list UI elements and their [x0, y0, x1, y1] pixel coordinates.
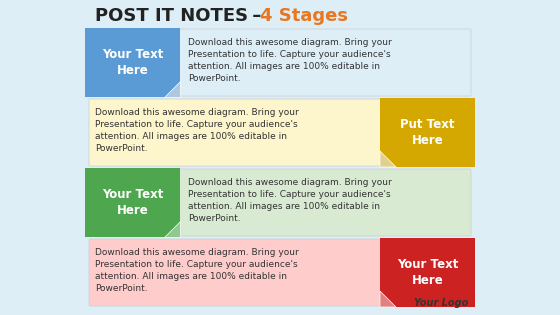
Polygon shape [380, 151, 396, 167]
Polygon shape [164, 221, 180, 237]
FancyBboxPatch shape [89, 169, 471, 236]
FancyBboxPatch shape [89, 99, 471, 166]
Text: 4 Stages: 4 Stages [260, 7, 348, 25]
FancyBboxPatch shape [85, 28, 180, 97]
FancyBboxPatch shape [85, 168, 180, 237]
Text: Download this awesome diagram. Bring your
Presentation to life. Capture your aud: Download this awesome diagram. Bring you… [188, 38, 392, 83]
Text: Your Text
Here: Your Text Here [397, 257, 458, 288]
Text: –: – [246, 7, 268, 25]
FancyBboxPatch shape [89, 239, 471, 306]
FancyBboxPatch shape [380, 98, 475, 167]
Polygon shape [380, 291, 396, 307]
Polygon shape [164, 81, 180, 97]
Text: Download this awesome diagram. Bring your
Presentation to life. Capture your aud: Download this awesome diagram. Bring you… [95, 248, 298, 294]
Text: Download this awesome diagram. Bring your
Presentation to life. Capture your aud: Download this awesome diagram. Bring you… [95, 108, 298, 153]
FancyBboxPatch shape [89, 29, 471, 96]
Text: Your Logo: Your Logo [414, 298, 468, 308]
Text: Your Text
Here: Your Text Here [102, 187, 163, 217]
Text: Put Text
Here: Put Text Here [400, 117, 455, 147]
Text: POST IT NOTES: POST IT NOTES [95, 7, 248, 25]
FancyBboxPatch shape [380, 238, 475, 307]
Text: Your Text
Here: Your Text Here [102, 48, 163, 77]
Text: Download this awesome diagram. Bring your
Presentation to life. Capture your aud: Download this awesome diagram. Bring you… [188, 178, 392, 223]
